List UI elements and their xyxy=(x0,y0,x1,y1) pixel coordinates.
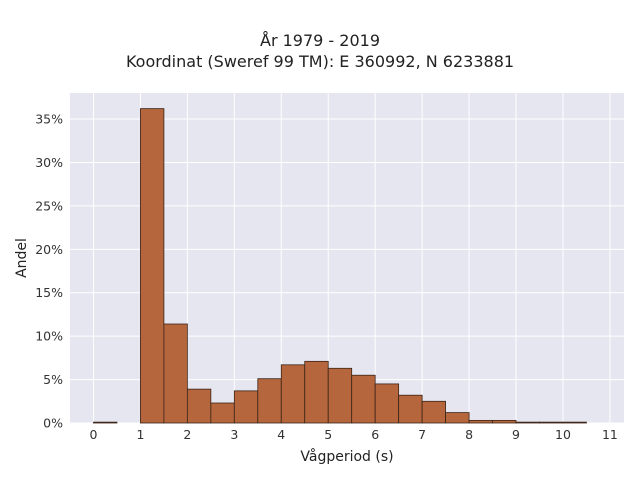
x-tick-label: 7 xyxy=(418,427,426,442)
histogram-bar xyxy=(374,383,400,424)
x-tick-label: 11 xyxy=(602,427,618,442)
histogram-bar xyxy=(398,394,423,424)
histogram-bar xyxy=(163,323,188,424)
x-tick-label: 9 xyxy=(512,427,520,442)
y-tick-label: 0% xyxy=(43,416,63,431)
y-tick-label: 35% xyxy=(35,112,63,127)
chart-title-line-1: År 1979 - 2019 xyxy=(260,31,380,50)
x-tick-label: 0 xyxy=(89,427,97,442)
histogram-bars xyxy=(93,108,587,424)
histogram-bar xyxy=(445,412,470,424)
histogram-bar xyxy=(140,108,165,424)
histogram-bar xyxy=(515,421,540,424)
histogram-bar xyxy=(280,364,306,424)
x-tick-label: 3 xyxy=(230,427,238,442)
x-axis-label: Vågperiod (s) xyxy=(300,448,393,465)
histogram-bar xyxy=(468,419,493,424)
x-tick-label: 10 xyxy=(555,427,571,442)
histogram-bar xyxy=(327,367,353,424)
histogram-bar xyxy=(257,378,282,424)
y-tick-label: 10% xyxy=(35,329,63,344)
chart-title-line-2: Koordinat (Sweref 99 TM): E 360992, N 62… xyxy=(125,52,515,71)
y-tick-label: 15% xyxy=(35,285,63,300)
y-axis-ticks: 0% 5% 10% 15% 20% 25% 30% 35% xyxy=(35,112,63,431)
histogram-bar xyxy=(93,421,118,424)
histogram-bar xyxy=(539,421,564,424)
x-tick-label: 4 xyxy=(277,427,285,442)
histogram-bar xyxy=(562,421,587,424)
x-tick-label: 2 xyxy=(183,427,191,442)
histogram-bar xyxy=(304,360,329,424)
histogram-bar xyxy=(492,419,517,424)
y-axis-label: Andel xyxy=(14,238,30,278)
chart-title: År 1979 - 2019 Koordinat (Sweref 99 TM):… xyxy=(0,30,640,72)
x-tick-label: 5 xyxy=(324,427,332,442)
x-axis-ticks: 0 1 2 3 4 5 6 7 8 9 10 11 xyxy=(89,427,617,442)
histogram-bar xyxy=(186,388,212,424)
histogram-bar xyxy=(233,390,259,424)
y-tick-label: 25% xyxy=(35,198,63,213)
y-tick-label: 30% xyxy=(35,155,63,170)
y-tick-label: 5% xyxy=(43,372,63,387)
x-tick-label: 1 xyxy=(136,427,144,442)
histogram-bar xyxy=(351,374,376,424)
x-tick-label: 6 xyxy=(371,427,379,442)
histogram-bar xyxy=(421,400,446,424)
histogram-bar xyxy=(210,402,235,424)
x-tick-label: 8 xyxy=(465,427,473,442)
y-tick-label: 20% xyxy=(35,242,63,257)
